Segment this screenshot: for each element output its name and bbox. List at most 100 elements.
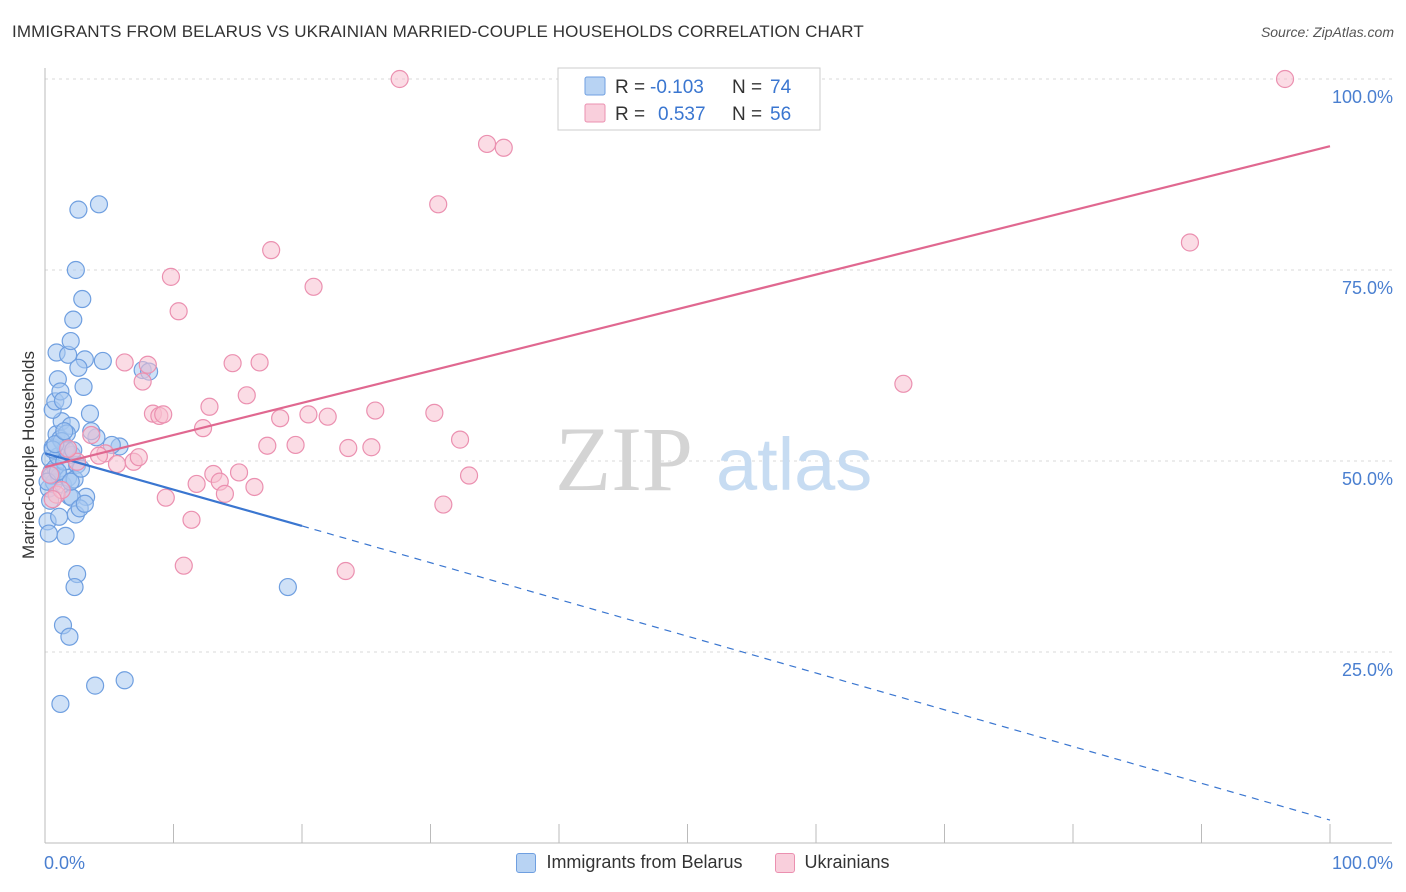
point-ukrainians-14 [156,488,175,507]
point-ukrainians-41 [390,69,409,89]
series-legend: Immigrants from Belarus Ukrainians [0,852,1406,873]
point-belarus-61 [115,671,134,690]
y-axis-label: Married-couple Households [19,351,38,559]
legend-label-ukrainians: Ukrainians [804,852,890,872]
chart-source: Source: ZipAtlas.com [1260,24,1394,40]
point-ukrainians-47 [477,134,497,154]
point-belarus-50 [89,195,109,214]
point-ukrainians-38 [339,438,358,458]
point-ukrainians-40 [366,401,385,420]
point-belarus-34 [80,404,100,423]
legend-item-belarus: Immigrants from Belarus [516,852,743,873]
legend-swatch-belarus [584,76,606,96]
point-ukrainians-0 [41,465,60,484]
point-ukrainians-42 [425,403,444,422]
trendlines [44,145,1331,821]
point-ukrainians-33 [286,435,305,455]
trendline-belarus-extension [301,525,1331,821]
point-ukrainians-32 [271,409,290,428]
point-ukrainians-27 [237,386,256,405]
legend-r-label-belarus: R = [615,77,645,98]
point-ukrainians-19 [187,474,206,494]
legend-n-value-ukrainians: 56 [770,104,791,125]
point-ukrainians-9 [129,448,148,467]
legend-n-label-belarus: N = [732,77,762,98]
point-ukrainians-55 [154,405,173,424]
point-ukrainians-30 [258,436,277,455]
legend-swatch-ukrainians-bottom [774,852,795,873]
point-belarus-73 [93,351,112,371]
point-ukrainians-18 [182,510,201,529]
point-ukrainians-11 [138,355,157,374]
legend-r-value-belarus: -0.103 [650,77,704,98]
point-ukrainians-17 [174,556,193,575]
chart-title: IMMIGRANTS FROM BELARUS VS UKRAINIAN MAR… [12,22,864,41]
point-ukrainians-15 [161,267,181,286]
point-ukrainians-29 [250,353,269,372]
point-ukrainians-50 [1180,233,1200,252]
point-ukrainians-44 [434,495,453,514]
point-ukrainians-43 [429,195,448,214]
y-tick-label-3: 100.0% [1332,87,1393,107]
y-tick-label-1: 50.0% [1342,469,1393,489]
point-ukrainians-37 [336,561,355,581]
point-ukrainians-48 [494,138,513,157]
point-belarus-59 [60,627,79,646]
legend-label-belarus: Immigrants from Belarus [546,852,743,872]
legend-r-label-ukrainians: R = [615,104,645,125]
point-ukrainians-6 [107,454,127,474]
point-belarus-30 [73,289,92,309]
point-belarus-68 [55,422,74,441]
x-tick-labels: 0.0% 100.0% [44,853,1393,873]
legend-r-value-ukrainians: 0.537 [658,104,706,125]
point-ukrainians-46 [459,466,479,485]
point-ukrainians-28 [245,477,264,497]
point-ukrainians-16 [169,302,188,321]
point-ukrainians-10 [133,372,152,391]
point-belarus-29 [64,310,83,329]
stats-legend: R = -0.103 N = 74 R = 0.537 N = 56 [557,67,821,131]
point-ukrainians-36 [318,407,337,426]
point-ukrainians-21 [200,397,219,416]
point-belarus-49 [69,200,88,219]
watermark-zip: ZIP [555,408,693,510]
point-belarus-31 [74,377,93,396]
point-belarus-35 [69,358,88,377]
point-ukrainians-39 [362,438,381,457]
watermark-atlas: atlas [716,423,872,506]
point-ukrainians-4 [82,425,101,445]
point-belarus-32 [66,260,85,280]
watermark: ZIP atlas [555,408,872,510]
point-ukrainians-24 [215,484,234,503]
point-ukrainians-53 [59,439,78,458]
point-belarus-36 [53,391,73,410]
point-ukrainians-25 [223,354,242,373]
y-tick-label-2: 75.0% [1342,278,1393,298]
legend-n-label-ukrainians: N = [732,104,762,125]
point-ukrainians-51 [1275,69,1295,89]
point-ukrainians-49 [894,374,913,393]
legend-swatch-ukrainians [584,103,606,123]
legend-item-ukrainians: Ukrainians [774,852,890,873]
gridlines [45,78,1392,653]
point-belarus-57 [65,577,84,597]
point-ukrainians-31 [262,241,281,260]
legend-swatch-belarus-bottom [516,852,537,873]
point-belarus-60 [86,676,105,695]
y-tick-label-0: 25.0% [1342,660,1393,680]
x-tick-label-1: 100.0% [1332,853,1393,873]
point-belarus-21 [50,507,69,526]
point-belarus-22 [56,526,75,545]
legend-n-value-belarus: 74 [770,77,792,98]
point-ukrainians-52 [43,490,62,509]
point-ukrainians-26 [229,463,249,482]
point-belarus-53 [75,494,94,513]
x-tick-label-0: 0.0% [44,853,85,873]
point-belarus-20 [39,524,58,543]
point-ukrainians-45 [450,430,470,449]
y-tick-labels: 25.0% 50.0% 75.0% 100.0% [1332,87,1393,680]
point-belarus-63 [278,577,297,597]
trendline-ukrainians [44,145,1331,469]
point-belarus-62 [51,694,70,714]
